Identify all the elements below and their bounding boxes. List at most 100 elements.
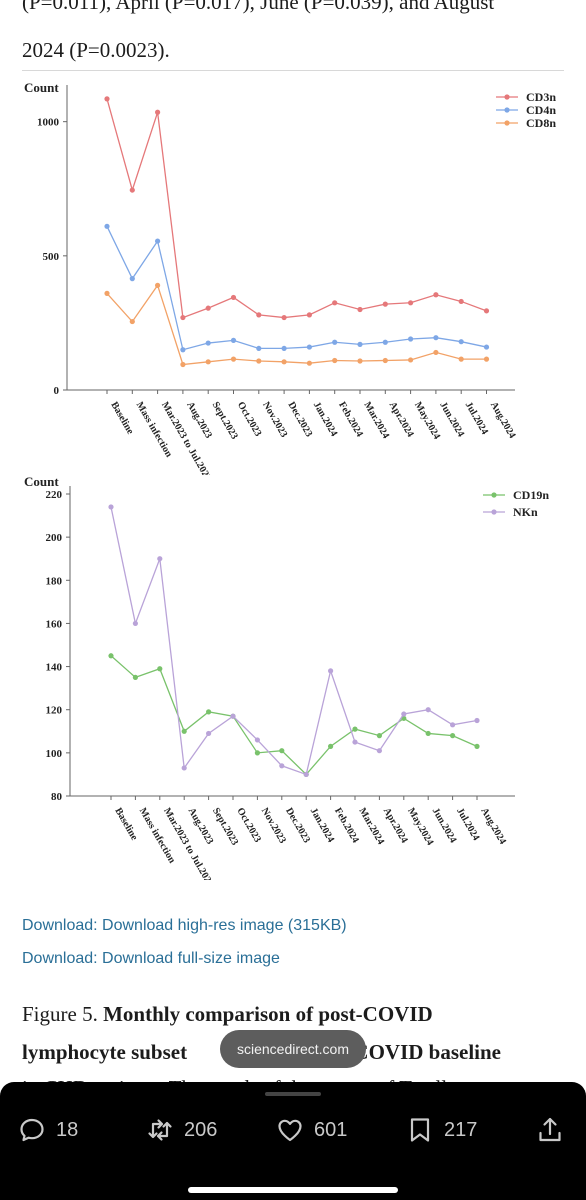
repost-count: 206 xyxy=(184,1118,218,1141)
divider xyxy=(22,70,564,71)
x-tick-label: Aug.2024 xyxy=(488,400,518,440)
y-tick-label: 120 xyxy=(46,705,63,717)
share-icon xyxy=(539,1117,561,1142)
data-point-cd8n xyxy=(104,290,110,296)
bookmark-count: 217 xyxy=(444,1118,478,1141)
data-point-cd3n xyxy=(433,292,439,298)
y-tick-label: 0 xyxy=(54,385,60,397)
data-point-cd3n xyxy=(408,300,414,306)
download-fullsize-link[interactable]: Download: Download full-size image xyxy=(22,950,280,967)
y-tick-label: 200 xyxy=(46,532,63,544)
url-toast[interactable]: sciencedirect.com xyxy=(220,1030,366,1068)
data-point-cd4n xyxy=(205,340,211,346)
legend-marker-cd19n xyxy=(491,492,497,498)
data-point-cd3n xyxy=(281,314,287,321)
data-point-cd19n xyxy=(108,653,114,659)
caption-title-line1: Monthly comparison of post-COVID xyxy=(103,1002,433,1026)
legend-marker-cd3n xyxy=(504,94,510,100)
x-tick-label: Jan.2024 xyxy=(311,400,340,438)
data-point-cd8n xyxy=(256,358,262,364)
series-line-cd19n xyxy=(110,655,478,776)
data-point-cd19n xyxy=(328,743,334,749)
heart-icon xyxy=(278,1119,302,1142)
sheet-grabber[interactable] xyxy=(265,1092,321,1096)
intro-line-1: (P=0.011), April (P=0.017), June (P=0.03… xyxy=(22,0,495,14)
repost-button[interactable]: 206 xyxy=(146,1116,217,1144)
data-point-nkn xyxy=(254,737,260,743)
data-point-cd8n xyxy=(230,356,237,362)
share-button[interactable] xyxy=(536,1116,564,1144)
x-tick-label: Sept.2023 xyxy=(210,400,240,441)
data-point-cd3n xyxy=(155,109,161,115)
like-count: 601 xyxy=(314,1118,348,1141)
home-indicator[interactable] xyxy=(188,1187,398,1193)
data-point-cd4n xyxy=(129,276,135,282)
legend-label-cd4n: CD4n xyxy=(526,103,556,117)
data-point-cd4n xyxy=(433,335,439,341)
legend-label-cd8n: CD8n xyxy=(526,116,556,130)
data-point-cd19n xyxy=(132,674,138,680)
data-point-nkn xyxy=(157,556,163,562)
data-point-cd3n xyxy=(256,312,262,318)
data-point-cd3n xyxy=(483,308,490,314)
y-tick-label: 500 xyxy=(43,251,60,263)
data-point-cd8n xyxy=(306,360,312,366)
data-point-nkn xyxy=(303,771,309,778)
repost-icon xyxy=(148,1119,172,1141)
x-tick-label: Mar.2024 xyxy=(361,400,391,441)
y-tick-label: 100 xyxy=(46,748,63,760)
data-point-nkn xyxy=(181,765,187,771)
x-tick-label: Aug.2024 xyxy=(478,806,508,846)
reply-button[interactable]: 18 xyxy=(18,1116,78,1144)
x-tick-label: Nov.2023 xyxy=(260,400,289,439)
y-tick-label: 80 xyxy=(51,791,63,803)
x-tick-label: Baseline xyxy=(108,400,136,437)
y-tick-label: 220 xyxy=(46,489,63,501)
like-button[interactable]: 601 xyxy=(276,1116,347,1144)
data-point-nkn xyxy=(401,711,407,717)
data-point-nkn xyxy=(425,707,431,713)
data-point-nkn xyxy=(376,748,382,754)
legend-label-cd19n: CD19n xyxy=(513,488,549,502)
download-highres-link[interactable]: Download: Download high-res image (315KB… xyxy=(22,917,347,934)
data-point-nkn xyxy=(206,730,212,737)
data-point-nkn xyxy=(352,739,358,745)
data-point-cd8n xyxy=(281,359,287,365)
data-point-cd19n xyxy=(157,666,163,672)
data-point-cd3n xyxy=(458,298,464,305)
data-point-cd4n xyxy=(357,341,363,347)
data-point-nkn xyxy=(450,722,456,728)
series-line-cd8n xyxy=(106,283,487,366)
data-point-cd4n xyxy=(408,336,414,342)
data-point-cd19n xyxy=(352,726,358,732)
x-tick-label: Jul.2024 xyxy=(463,400,490,437)
data-point-cd4n xyxy=(256,345,262,352)
data-point-cd3n xyxy=(357,306,363,313)
data-point-cd19n xyxy=(474,743,480,749)
b-nk-cell-line-chart[interactable]: Count80100120140160180200220BaselineMass… xyxy=(0,470,586,880)
intro-line-2: 2024 (P=0.0023). xyxy=(22,38,170,62)
data-point-cd8n xyxy=(129,318,135,325)
data-point-cd8n xyxy=(382,357,388,364)
data-point-cd4n xyxy=(104,223,110,229)
data-point-cd8n xyxy=(458,356,464,362)
data-point-nkn xyxy=(108,504,114,510)
data-point-nkn xyxy=(474,717,480,724)
data-point-cd3n xyxy=(382,301,388,307)
data-point-cd8n xyxy=(408,357,414,363)
caption-prefix: Figure 5. xyxy=(22,1002,98,1026)
bookmark-button[interactable]: 217 xyxy=(406,1116,477,1144)
data-point-cd3n xyxy=(205,305,211,311)
legend-label-cd3n: CD3n xyxy=(526,90,556,104)
caption-title-line2a: lymphocyte subset xyxy=(22,1040,188,1064)
data-point-cd4n xyxy=(458,339,464,345)
legend-marker-cd8n xyxy=(504,120,510,126)
legend-label-nkn: NKn xyxy=(513,505,538,519)
legend-marker-cd4n xyxy=(504,107,510,113)
y-tick-label: 160 xyxy=(46,618,63,630)
data-point-cd19n xyxy=(254,750,260,756)
data-point-nkn xyxy=(328,668,334,674)
data-point-cd3n xyxy=(306,312,312,318)
x-tick-label: Feb.2024 xyxy=(336,400,365,439)
